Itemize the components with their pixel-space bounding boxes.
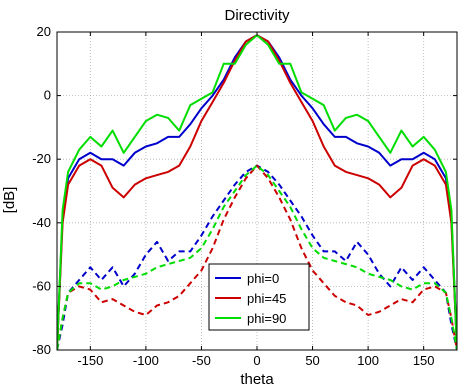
ticks: -150 -100 -50 0 50 100 150 -80 -60 -40 -20 0 20 [32,24,457,368]
y-tick-label-5: 20 [37,24,51,39]
legend-label-1: phi=45 [247,291,286,306]
series-line-4 [57,164,457,350]
y-tick-label-4: 0 [44,88,51,103]
x-tick-label-6: 150 [413,353,435,368]
y-axis-label: [dB] [1,187,18,214]
x-tick-label-5: 100 [357,353,379,368]
x-tick-label-4: 50 [305,353,319,368]
series-line-5 [57,164,457,350]
x-tick-label-1: -100 [133,353,159,368]
legend: phi=0 phi=45 phi=90 [208,263,310,331]
legend-label-2: phi=90 [247,311,286,326]
x-axis-label: theta [240,371,274,388]
y-tick-label-0: -80 [32,342,51,357]
x-tick-label-3: 0 [253,353,260,368]
legend-label-0: phi=0 [247,271,279,286]
x-tick-label-2: -50 [192,353,211,368]
x-tick-label-0: -150 [77,353,103,368]
y-tick-label-2: -40 [32,215,51,230]
chart-title: Directivity [224,7,290,24]
y-tick-label-1: -60 [32,278,51,293]
y-tick-label-3: -20 [32,151,51,166]
